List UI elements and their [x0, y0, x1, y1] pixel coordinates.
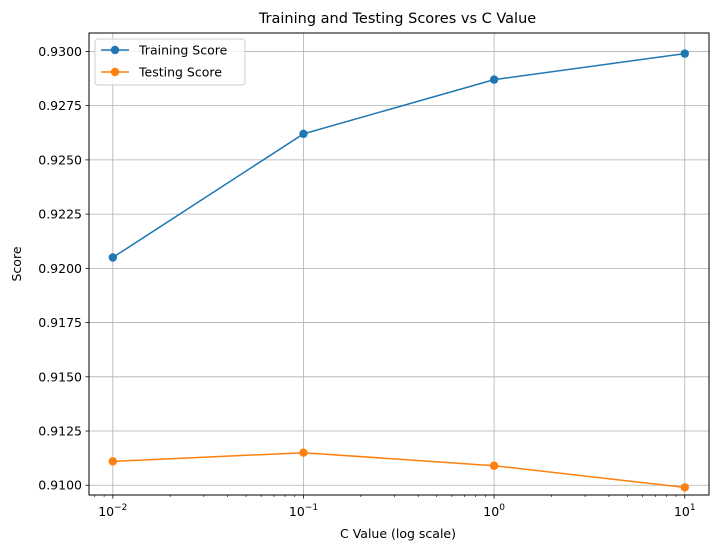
x-tick-label-base: 10 — [483, 504, 499, 519]
y-tick-label: 0.9150 — [38, 369, 82, 384]
y-axis-label: Score — [9, 246, 24, 281]
x-tick-label: 10−1 — [289, 503, 318, 519]
y-tick-label: 0.9100 — [38, 478, 82, 493]
y-tick-label: 0.9250 — [38, 152, 82, 167]
x-tick-label: 100 — [483, 503, 505, 519]
x-tick-label-base: 10 — [289, 504, 305, 519]
plot-frame — [88, 32, 710, 496]
x-tick-label: 10−2 — [98, 503, 127, 519]
legend: Training Score Testing Score — [94, 38, 246, 86]
data-point — [108, 253, 118, 262]
y-tick-label: 0.9200 — [38, 261, 82, 276]
y-tick-label: 0.9175 — [38, 315, 82, 330]
grid-lines — [89, 33, 709, 495]
x-tick-label-exponent: −2 — [114, 503, 127, 513]
x-tick-label-base: 10 — [98, 504, 114, 519]
data-point — [489, 461, 499, 470]
y-tick-label: 0.9275 — [38, 98, 82, 113]
x-tick-label-exponent: 0 — [499, 503, 505, 513]
legend-marker — [110, 45, 120, 55]
data-point — [680, 49, 689, 58]
data-point — [680, 483, 689, 492]
y-tick-label: 0.9300 — [38, 44, 82, 59]
chart-title: Training and Testing Scores vs C Value — [258, 11, 536, 27]
x-axis-label: C Value (log scale) — [340, 526, 456, 541]
x-tick-label: 101 — [674, 503, 696, 519]
data-point — [299, 448, 308, 457]
data-point — [489, 75, 499, 84]
legend-label: Training Score — [138, 43, 228, 58]
series-layer — [108, 49, 689, 492]
x-tick-label-base: 10 — [674, 504, 690, 519]
data-point — [108, 457, 118, 466]
axes: 0.9100 0.9125 0.9150 0.9175 0.9200 0.9225 0.92… — [38, 44, 695, 519]
data-point — [299, 129, 308, 139]
y-tick-label: 0.9225 — [38, 207, 82, 222]
x-tick-label-exponent: −1 — [305, 503, 318, 513]
series-line — [112, 451, 685, 489]
legend-box — [94, 38, 246, 86]
series-line — [112, 52, 685, 259]
legend-label: Testing Score — [138, 65, 222, 80]
y-tick-label: 0.9125 — [38, 424, 82, 439]
legend-marker — [110, 67, 120, 77]
x-tick-label-exponent: 1 — [690, 503, 696, 513]
